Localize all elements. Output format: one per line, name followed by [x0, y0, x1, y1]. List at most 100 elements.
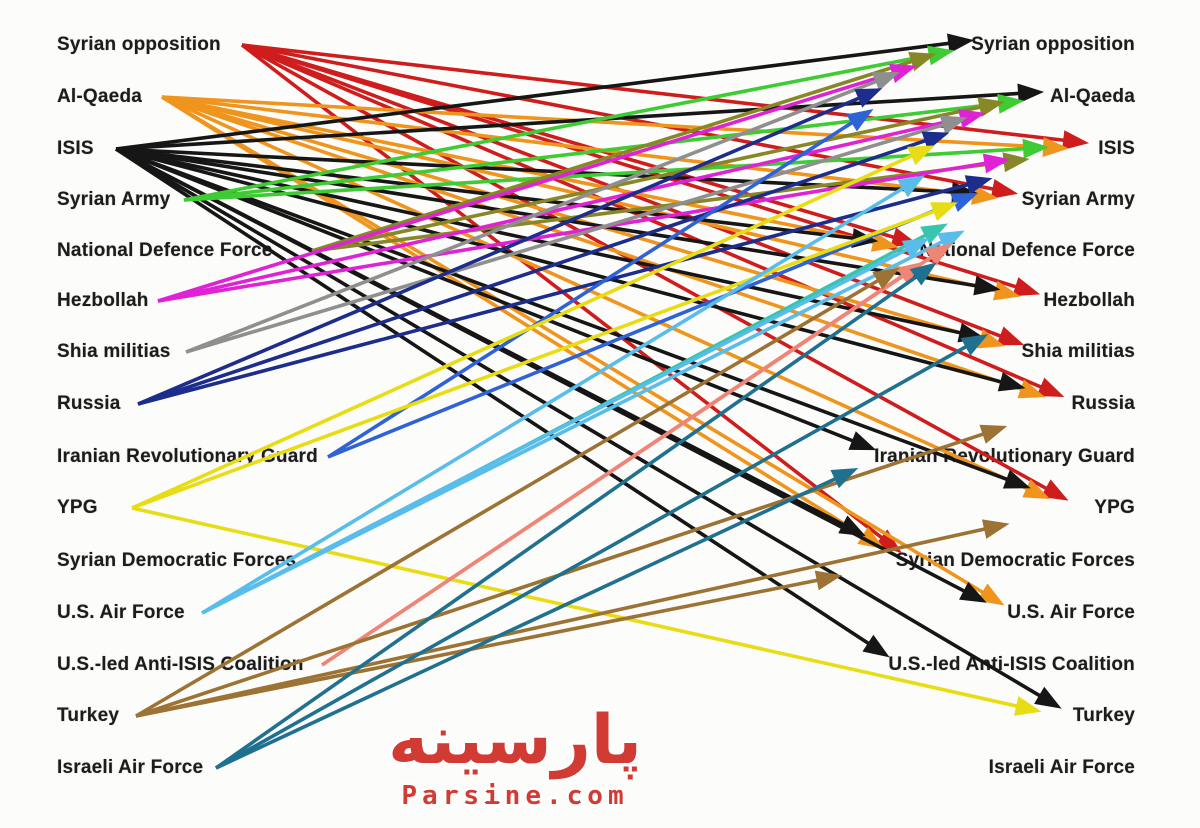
- edge-line-al-qaeda--ypg: [161, 95, 1038, 495]
- edge-line-syrian-opposition--isis: [241, 43, 1076, 144]
- edge-line-syrian-army--isis: [183, 146, 1035, 202]
- arrowhead-isis--us-air-force: [959, 581, 987, 603]
- edge-line-isis--turkey: [115, 147, 1051, 703]
- arrowhead-syrian-army--isis: [1022, 138, 1050, 159]
- arrowhead-al-qaeda--national-defence-force: [871, 232, 899, 252]
- right-label-russia: Russia: [1071, 393, 1135, 414]
- edge-line-shia-militias--al-qaeda: [185, 119, 955, 354]
- arrowhead-syrian-army--syrian-opposition: [927, 45, 955, 66]
- right-label-us-air-force: U.S. Air Force: [1007, 602, 1135, 623]
- arrowhead-syrian-opposition--isis: [1062, 130, 1090, 151]
- arrowhead-isis--iranian-revolutionary-guard: [848, 431, 877, 451]
- edge-line-israeli-air-force--hezbollah: [215, 339, 977, 770]
- right-label-syrian-democratic-forces: Syrian Democratic Forces: [895, 550, 1135, 571]
- edge-line-russia--isis: [137, 180, 980, 406]
- edge-line-isis--syrian-opposition: [115, 40, 961, 151]
- edge-line-hezbollah--al-qaeda: [157, 114, 973, 303]
- edge-line-turkey--syrian-democratic-forces: [135, 576, 829, 718]
- arrowhead-al-qaeda--syrian-army: [971, 184, 999, 205]
- edge-line-ypg--turkey: [131, 506, 1029, 711]
- left-label-ypg: YPG: [57, 497, 98, 518]
- edge-line-syrian-army--al-qaeda: [183, 100, 1011, 202]
- arrowhead-isis--shia-militias: [957, 322, 986, 343]
- right-label-al-qaeda: Al-Qaeda: [1049, 86, 1135, 107]
- arrowhead-ypg--al-qaeda: [907, 145, 935, 166]
- edge-line-al-qaeda--shia-militias: [161, 95, 992, 344]
- right-label-isis: ISIS: [1098, 138, 1135, 159]
- edge-line-syrian-opposition--ypg: [241, 43, 1057, 496]
- left-label-national-defence-force: National Defence Force: [57, 240, 273, 261]
- edge-line-us-led-anti-isis-coalition--syrian-army: [320, 249, 942, 667]
- edge-line-isis--syrian-army: [115, 147, 964, 195]
- arrowhead-isis--turkey: [1034, 686, 1062, 709]
- edge-line-iranian-revolutionary-guard--syrian-opposition: [327, 115, 863, 459]
- arrowhead-syrian-opposition--hezbollah: [1012, 277, 1041, 297]
- edge-line-isis--russia: [115, 147, 1013, 387]
- watermark: پارسینه Parsine.com: [300, 695, 730, 811]
- left-label-syrian-army: Syrian Army: [57, 189, 171, 210]
- edge-line-isis--national-defence-force: [115, 147, 865, 242]
- right-label-hezbollah: Hezbollah: [1043, 290, 1135, 311]
- edge-line-shia-militias--syrian-opposition: [185, 75, 888, 354]
- arrowhead-iranian-revolutionary-guard--isis: [950, 192, 979, 213]
- arrowhead-hezbollah--isis: [982, 153, 1011, 174]
- arrowhead-israeli-air-force--iranian-revolutionary-guard: [830, 468, 859, 489]
- right-label-shia-militias: Shia militias: [1021, 341, 1135, 362]
- edge-line-hezbollah--isis: [157, 159, 997, 303]
- edge-line-us-air-force--isis: [201, 242, 918, 615]
- arrowhead-us-led-anti-isis-coalition--isis: [896, 261, 924, 285]
- left-label-shia-militias: Shia militias: [57, 341, 171, 362]
- edge-line-isis--syrian-democratic-forces: [115, 147, 855, 532]
- edge-line-syrian-democratic-forces--isis: [305, 228, 937, 563]
- arrowhead-us-air-force--al-qaeda: [897, 175, 925, 198]
- edge-line-national-defence-force--isis: [311, 158, 1016, 253]
- edge-line-iranian-revolutionary-guard--isis: [327, 196, 966, 459]
- arrowhead-syrian-opposition--national-defence-force: [890, 227, 919, 247]
- edge-line-syrian-opposition--national-defence-force: [241, 43, 905, 243]
- arrowhead-ypg--isis: [930, 202, 958, 221]
- arrowhead-al-qaeda--us-air-force: [977, 583, 1005, 606]
- right-label-ypg: YPG: [1094, 497, 1135, 518]
- arrowhead-al-qaeda--isis: [1042, 137, 1070, 158]
- arrowhead-national-defence-force--al-qaeda: [977, 97, 1005, 118]
- left-label-hezbollah: Hezbollah: [57, 290, 149, 311]
- arrowhead-turkey--isis: [872, 267, 900, 290]
- edge-line-national-defence-force--al-qaeda: [311, 103, 992, 253]
- edge-line-us-led-anti-isis-coalition--isis: [320, 268, 913, 667]
- left-label-russia: Russia: [57, 393, 121, 414]
- arrowhead-al-qaeda--hezbollah: [993, 280, 1021, 301]
- right-label-national-defence-force: National Defence Force: [919, 240, 1135, 261]
- edge-line-russia--al-qaeda: [137, 135, 937, 406]
- arrowhead-al-qaeda--shia-militias: [977, 329, 1005, 349]
- right-label-syrian-army: Syrian Army: [1021, 189, 1135, 210]
- arrowhead-syrian-opposition--russia: [1036, 377, 1065, 398]
- arrowhead-turkey--russia: [979, 424, 1008, 444]
- arrowhead-shia-militias--syrian-opposition: [871, 72, 900, 91]
- edge-line-syrian-opposition--syrian-army: [241, 43, 1005, 193]
- edge-line-isis--us-air-force: [115, 147, 975, 598]
- arrowhead-isis--us-led-anti-isis-coalition: [862, 634, 890, 658]
- watermark-logo: پارسینه: [388, 701, 642, 780]
- arrowhead-hezbollah--al-qaeda: [958, 108, 986, 129]
- right-label-israeli-air-force: Israeli Air Force: [988, 757, 1135, 778]
- right-label-us-led-anti-isis-coalition: U.S.-led Anti-ISIS Coalition: [888, 654, 1135, 675]
- arrowhead-al-qaeda--russia: [1017, 379, 1046, 399]
- edge-line-isis--al-qaeda: [115, 90, 1030, 151]
- edge-line-israeli-air-force--syrian-army: [214, 269, 927, 770]
- edge-line-national-defence-force--syrian-opposition: [311, 56, 923, 253]
- arrowhead-syrian-opposition--shia-militias: [996, 326, 1025, 346]
- arrowhead-isis--syrian-opposition: [946, 33, 975, 54]
- arrowhead-ypg--turkey: [1014, 696, 1042, 716]
- left-label-iranian-revolutionary-guard: Iranian Revolutionary Guard: [57, 446, 318, 467]
- right-label-syrian-opposition: Syrian opposition: [971, 34, 1135, 55]
- arrowhead-turkey--syrian-democratic-forces: [814, 570, 843, 591]
- right-label-turkey: Turkey: [1072, 705, 1135, 726]
- left-label-syrian-democratic-forces: Syrian Democratic Forces: [57, 550, 297, 571]
- edge-line-us-air-force--al-qaeda: [201, 181, 914, 615]
- arrowhead-israeli-air-force--hezbollah: [960, 334, 989, 356]
- edge-line-isis--us-led-anti-isis-coalition: [115, 147, 879, 652]
- edge-line-isis--hezbollah: [115, 147, 987, 290]
- arrowhead-syrian-opposition--ypg: [1040, 479, 1069, 501]
